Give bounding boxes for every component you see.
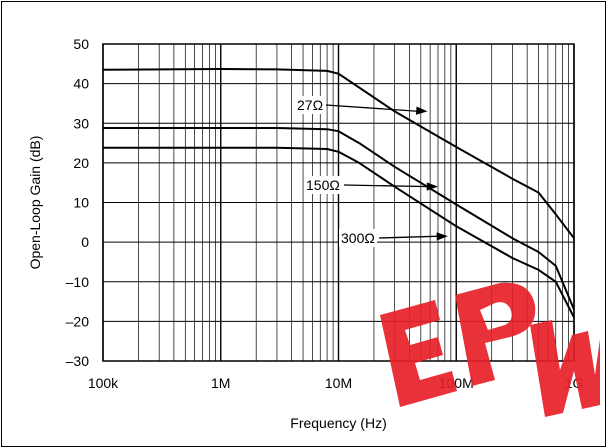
annotation-arrowhead: [426, 182, 439, 191]
annotation-background: [295, 96, 324, 114]
x-tick-label: 1M: [211, 375, 230, 391]
watermark-logo: [380, 282, 600, 417]
annotation-background: [339, 229, 377, 247]
series-annotation-label: 150Ω: [306, 177, 340, 193]
annotation-background: [304, 176, 342, 194]
series-lines: [102, 68, 575, 318]
y-tick-label: 40: [73, 76, 89, 92]
series-annotation-label: 27Ω: [297, 97, 323, 113]
x-axis-label: Frequency (Hz): [290, 415, 386, 431]
series-annotation-label: 300Ω: [341, 230, 375, 246]
series-line: [103, 146, 575, 318]
y-tick-label: 20: [73, 155, 89, 171]
annotation-arrow-line: [343, 184, 431, 188]
series-line: [102, 68, 575, 239]
y-tick-label: 0: [81, 234, 89, 250]
y-tick-label: 50: [73, 36, 89, 52]
series-line: [103, 127, 575, 310]
y-tick-label: –20: [66, 313, 90, 329]
annotation-arrowhead: [436, 232, 448, 241]
y-tick-label: 10: [73, 195, 89, 211]
x-tick-label: 100k: [88, 375, 119, 391]
x-tick-label: 10M: [325, 375, 352, 391]
y-tick-labels: 50 40 30 20 10 0 –10 –20 –30: [66, 36, 90, 369]
annotation-arrowhead: [415, 106, 428, 115]
watermark-glyph-p: [455, 282, 536, 386]
watermark-glyph-e: [380, 300, 457, 407]
annotation-arrow-line: [378, 235, 440, 239]
watermark-glyph-w: [530, 320, 600, 417]
y-tick-label: –30: [66, 353, 90, 369]
annotations: 27Ω 150Ω 300Ω: [295, 96, 448, 247]
y-axis-label: Open-Loop Gain (dB): [27, 136, 43, 270]
annotation-arrow-line: [325, 104, 420, 113]
y-tick-label: –10: [66, 274, 90, 290]
plot-area: [102, 43, 575, 362]
y-tick-label: 30: [73, 115, 89, 131]
